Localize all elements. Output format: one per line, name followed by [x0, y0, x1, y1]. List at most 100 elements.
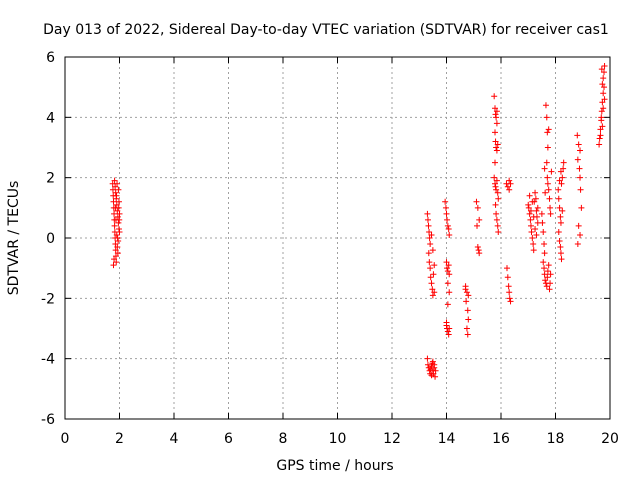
y-tick-label: 2 — [46, 171, 55, 187]
data-point — [560, 165, 567, 172]
data-point — [114, 244, 121, 251]
data-point — [601, 84, 608, 91]
data-point — [525, 201, 532, 208]
data-point — [491, 93, 498, 100]
data-point — [115, 225, 122, 232]
data-point — [115, 186, 122, 193]
data-point — [545, 262, 552, 269]
data-point — [528, 228, 535, 235]
data-point — [543, 283, 550, 290]
data-point — [425, 222, 432, 229]
data-point — [546, 286, 553, 293]
data-point — [492, 138, 499, 145]
data-point — [530, 213, 537, 220]
data-point — [544, 144, 551, 151]
data-point — [597, 132, 604, 139]
data-point — [541, 165, 548, 172]
data-point — [444, 265, 451, 272]
data-point — [541, 241, 548, 248]
data-point — [530, 247, 537, 254]
data-point — [598, 108, 605, 115]
data-point — [526, 210, 533, 217]
data-point — [475, 247, 482, 254]
data-point — [446, 289, 453, 296]
data-point — [432, 367, 439, 374]
data-point — [600, 90, 607, 97]
data-point — [493, 186, 500, 193]
data-point — [443, 322, 450, 329]
x-tick-label: 18 — [547, 431, 565, 447]
data-point — [527, 222, 534, 229]
data-point — [431, 262, 438, 269]
data-point — [542, 102, 549, 109]
data-point — [506, 289, 513, 296]
data-point — [493, 120, 500, 127]
data-point — [559, 207, 566, 214]
x-tick-label: 16 — [492, 431, 510, 447]
data-point — [462, 286, 469, 293]
data-point — [556, 204, 563, 211]
data-point — [425, 250, 432, 257]
data-point — [596, 141, 603, 148]
data-point — [539, 219, 546, 226]
data-point — [599, 81, 606, 88]
data-point — [557, 213, 564, 220]
data-point — [574, 241, 581, 248]
y-tick-label: -2 — [41, 291, 55, 307]
data-point — [112, 241, 119, 248]
data-point — [555, 228, 562, 235]
data-point — [115, 238, 122, 245]
data-point — [492, 129, 499, 136]
data-point — [465, 316, 472, 323]
data-point — [426, 235, 433, 241]
data-point — [577, 186, 584, 193]
x-tick-label: 6 — [224, 431, 233, 447]
data-point — [575, 141, 582, 148]
data-point — [112, 183, 119, 190]
x-tick-label: 12 — [383, 431, 401, 447]
data-point — [532, 225, 539, 232]
data-point — [431, 361, 438, 368]
data-point — [112, 247, 119, 254]
data-point — [444, 301, 451, 308]
data-point — [541, 271, 548, 278]
data-point — [427, 241, 434, 248]
data-point — [541, 250, 548, 257]
data-point — [533, 231, 540, 238]
data-point — [557, 244, 564, 251]
data-point — [557, 168, 564, 175]
data-point — [491, 174, 498, 181]
data-point — [494, 141, 501, 148]
data-point — [115, 204, 122, 211]
data-point — [474, 204, 481, 211]
data-point — [114, 213, 121, 220]
data-point — [114, 250, 121, 257]
data-point — [114, 180, 121, 187]
data-point — [111, 256, 118, 263]
data-point — [504, 274, 511, 281]
data-point — [542, 277, 549, 284]
data-point — [601, 63, 608, 70]
data-point — [112, 189, 119, 196]
data-point — [114, 235, 121, 241]
y-tick-label: 0 — [46, 231, 55, 247]
data-point — [492, 159, 499, 166]
data-point — [428, 280, 435, 287]
data-point — [432, 373, 439, 380]
data-point — [557, 250, 564, 257]
chart-title: Day 013 of 2022, Sidereal Day-to-day VTE… — [43, 22, 609, 38]
data-point — [446, 231, 453, 238]
data-point — [548, 168, 555, 175]
data-point — [493, 177, 500, 184]
data-point — [533, 207, 540, 214]
data-point — [547, 271, 554, 278]
data-point — [493, 147, 500, 154]
data-point — [429, 292, 436, 299]
data-point — [445, 331, 452, 338]
data-point — [110, 198, 117, 205]
data-point — [428, 231, 435, 238]
data-point — [463, 289, 470, 296]
data-point — [558, 256, 565, 263]
data-point — [574, 156, 581, 163]
